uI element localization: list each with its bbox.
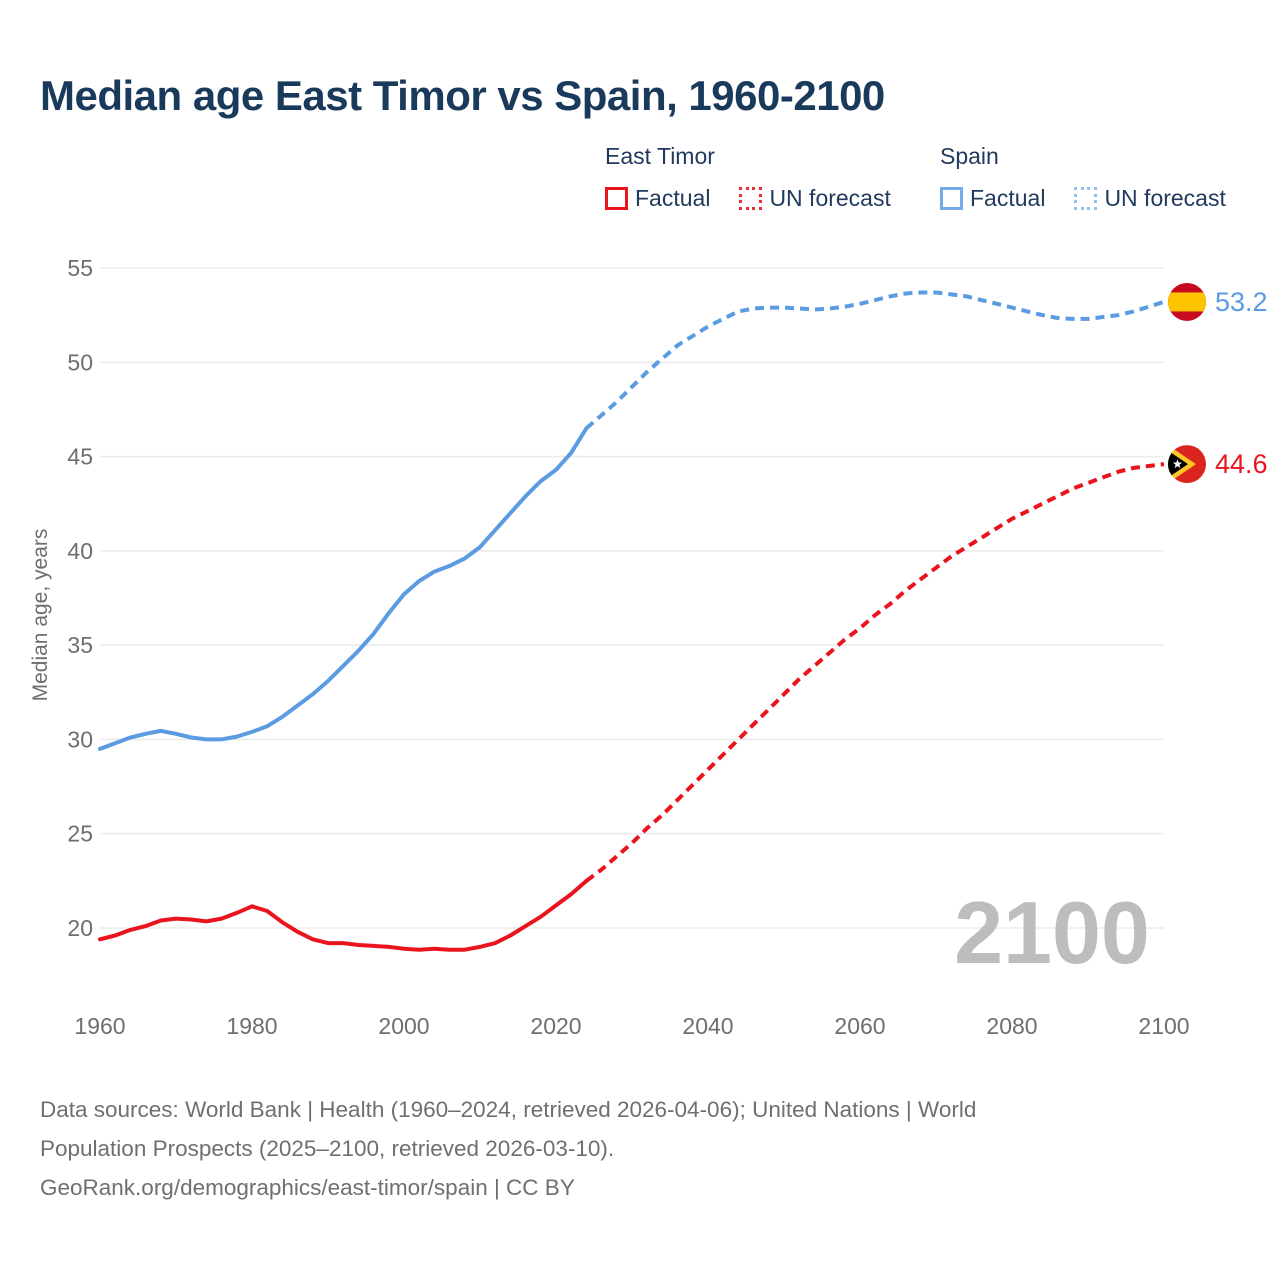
legend-group-east-timor: East Timor Factual UN forecast (605, 142, 913, 212)
spain-flag-icon (1168, 282, 1206, 321)
watermark-year: 2100 (954, 883, 1150, 982)
legend-item-label: Factual (970, 185, 1046, 211)
source-line: Population Prospects (2025–2100, retriev… (40, 1136, 615, 1161)
x-tick-label: 1980 (226, 1013, 277, 1039)
data-sources: Data sources: World Bank | Health (1960–… (40, 1090, 976, 1207)
y-tick-label: 35 (67, 632, 93, 658)
x-tick-label: 2100 (1138, 1013, 1189, 1039)
y-tick-label: 40 (67, 538, 93, 564)
source-line: Data sources: World Bank | Health (1960–… (40, 1097, 977, 1122)
x-tick-label: 2020 (530, 1013, 581, 1039)
legend-group-spain: Spain Factual UN forecast (940, 142, 1248, 212)
legend-group-title: Spain (940, 143, 999, 169)
series-spain-un-forecast (585, 290, 1165, 430)
x-tick-label: 2060 (834, 1013, 885, 1039)
legend-item-label: UN forecast (1104, 185, 1226, 211)
spain-factual-swatch-icon (940, 187, 963, 210)
y-tick-label: 20 (67, 915, 93, 941)
y-tick-label: 55 (67, 255, 93, 281)
y-tick-label: 45 (67, 444, 93, 470)
x-tick-label: 2040 (682, 1013, 733, 1039)
legend-item-label: UN forecast (769, 185, 891, 211)
x-tick-label: 1960 (74, 1013, 125, 1039)
y-axis-title: Median age, years (29, 529, 52, 702)
x-tick-label: 2000 (378, 1013, 429, 1039)
y-tick-label: 50 (67, 349, 93, 375)
series-spain-factual (98, 426, 589, 751)
legend-group-title: East Timor (605, 143, 715, 169)
series-east-timor-un-forecast (585, 462, 1165, 883)
y-tick-label: 30 (67, 726, 93, 752)
source-line[interactable]: GeoRank.org/demographics/east-timor/spai… (40, 1175, 575, 1200)
y-tick-label: 25 (67, 821, 93, 847)
x-tick-label: 2080 (986, 1013, 1037, 1039)
east-timor-forecast-swatch-icon (739, 187, 763, 210)
end-value-label: 44.6 (1215, 449, 1268, 479)
east-timor-flag-icon (1168, 445, 1206, 484)
legend-item-label: Factual (635, 185, 711, 211)
east-timor-factual-swatch-icon (605, 187, 628, 210)
end-value-label: 53.2 (1215, 287, 1268, 317)
page-title: Median age East Timor vs Spain, 1960-210… (40, 72, 885, 119)
series-east-timor-factual (98, 878, 589, 952)
spain-forecast-swatch-icon (1074, 187, 1098, 210)
